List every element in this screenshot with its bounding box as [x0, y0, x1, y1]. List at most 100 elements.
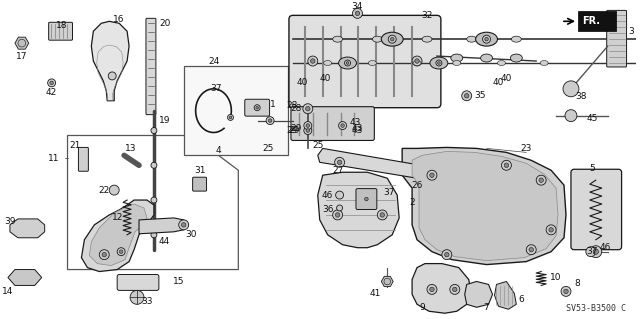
Text: 34: 34	[352, 2, 363, 11]
FancyBboxPatch shape	[49, 22, 72, 40]
Text: 37: 37	[211, 84, 222, 93]
Polygon shape	[465, 281, 493, 307]
Ellipse shape	[510, 54, 522, 62]
Circle shape	[256, 106, 259, 109]
Circle shape	[427, 170, 437, 180]
Circle shape	[504, 163, 509, 167]
Text: 24: 24	[208, 56, 219, 65]
Circle shape	[99, 250, 109, 260]
Circle shape	[353, 8, 362, 18]
Circle shape	[182, 223, 186, 227]
Text: 25: 25	[312, 141, 323, 150]
Circle shape	[117, 248, 125, 256]
Text: 40: 40	[500, 74, 512, 83]
Circle shape	[268, 119, 272, 122]
Polygon shape	[139, 218, 189, 234]
Text: 40: 40	[493, 78, 504, 87]
Text: 27: 27	[332, 166, 343, 175]
Circle shape	[346, 62, 349, 64]
Circle shape	[536, 175, 546, 185]
Circle shape	[227, 115, 234, 120]
Circle shape	[526, 245, 536, 255]
Circle shape	[151, 197, 157, 203]
Circle shape	[549, 227, 554, 232]
Circle shape	[337, 160, 342, 165]
Circle shape	[390, 37, 394, 41]
Text: 26: 26	[412, 181, 423, 190]
Ellipse shape	[476, 32, 497, 46]
FancyBboxPatch shape	[356, 189, 377, 210]
Ellipse shape	[333, 36, 342, 42]
Circle shape	[388, 35, 396, 43]
Text: 28: 28	[286, 101, 298, 110]
FancyBboxPatch shape	[79, 147, 88, 171]
Circle shape	[427, 285, 437, 294]
Circle shape	[50, 81, 53, 85]
Text: 28: 28	[290, 104, 301, 113]
Text: 17: 17	[16, 52, 28, 61]
Circle shape	[450, 285, 460, 294]
Circle shape	[179, 220, 189, 230]
FancyBboxPatch shape	[117, 275, 159, 290]
FancyBboxPatch shape	[244, 99, 269, 116]
Circle shape	[130, 290, 144, 304]
Polygon shape	[495, 281, 516, 309]
Text: 13: 13	[125, 144, 137, 153]
Text: 29: 29	[288, 126, 300, 135]
Text: 36: 36	[322, 205, 333, 214]
Circle shape	[344, 60, 351, 66]
Text: 43: 43	[350, 118, 361, 127]
Polygon shape	[402, 147, 566, 264]
Circle shape	[436, 60, 442, 66]
Text: 30: 30	[185, 230, 196, 239]
Circle shape	[109, 185, 119, 195]
Circle shape	[119, 250, 123, 254]
Ellipse shape	[540, 61, 548, 65]
Text: 39: 39	[4, 217, 15, 226]
Circle shape	[586, 247, 596, 257]
Text: 12: 12	[111, 213, 123, 222]
Circle shape	[151, 232, 157, 238]
Text: 38: 38	[575, 92, 587, 101]
Circle shape	[337, 205, 342, 211]
Circle shape	[429, 287, 434, 292]
Text: 35: 35	[474, 91, 485, 100]
Circle shape	[529, 248, 534, 252]
Text: 20: 20	[159, 19, 170, 28]
Ellipse shape	[413, 61, 421, 65]
Ellipse shape	[324, 61, 332, 65]
Text: 16: 16	[113, 15, 125, 24]
Ellipse shape	[369, 61, 376, 65]
Text: 41: 41	[370, 289, 381, 298]
Text: 32: 32	[421, 11, 433, 20]
Ellipse shape	[452, 61, 461, 65]
Circle shape	[335, 213, 340, 217]
Text: 37: 37	[383, 188, 395, 197]
Text: 3: 3	[628, 27, 634, 36]
Circle shape	[340, 124, 344, 127]
Circle shape	[564, 289, 568, 293]
Text: 14: 14	[3, 287, 13, 296]
Text: 1: 1	[270, 100, 276, 109]
Circle shape	[561, 286, 571, 296]
Circle shape	[229, 116, 232, 119]
Text: 40: 40	[320, 74, 332, 83]
Text: 23: 23	[520, 144, 532, 153]
Text: 10: 10	[550, 273, 562, 282]
Text: 46: 46	[600, 243, 611, 252]
Text: 45: 45	[586, 114, 598, 123]
Circle shape	[412, 56, 422, 66]
Ellipse shape	[372, 36, 382, 42]
Circle shape	[335, 191, 344, 199]
Polygon shape	[8, 270, 42, 286]
Text: 11: 11	[48, 154, 60, 163]
Text: 43: 43	[352, 126, 363, 135]
Ellipse shape	[339, 57, 356, 69]
FancyBboxPatch shape	[146, 18, 156, 115]
Circle shape	[108, 72, 116, 80]
Text: 21: 21	[70, 141, 81, 150]
Text: 9: 9	[419, 303, 425, 312]
Ellipse shape	[467, 36, 477, 42]
Text: 40: 40	[296, 78, 308, 87]
Circle shape	[303, 104, 313, 114]
